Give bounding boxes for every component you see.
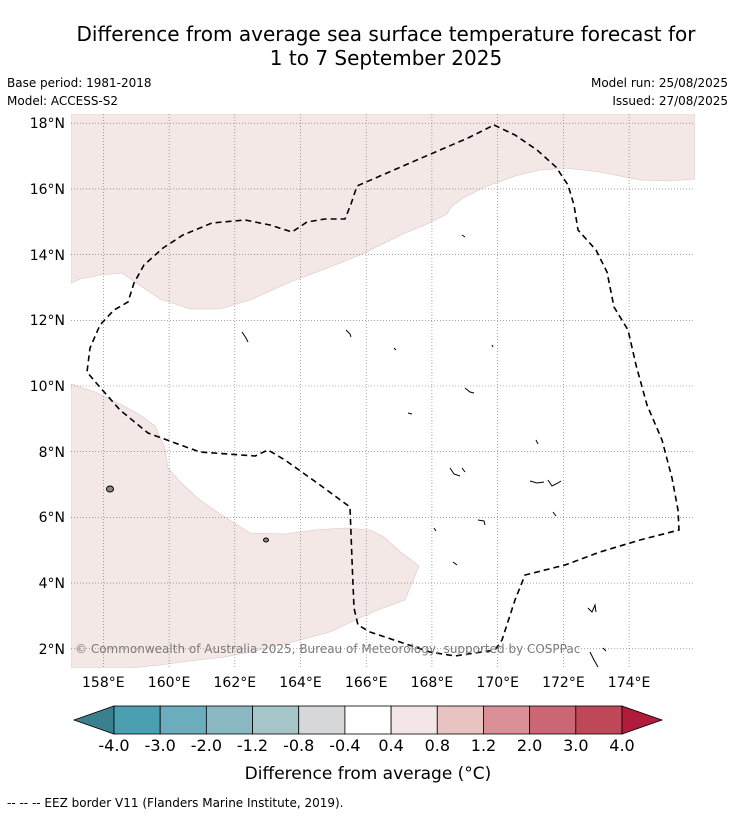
island-1 [106, 485, 114, 493]
colorbar-segment [436, 705, 484, 735]
lon-tick-labels: 158°E 160°E 162°E 164°E 166°E 168°E 170°… [82, 675, 650, 691]
colorbar-segment [113, 705, 161, 735]
atoll-16 [407, 412, 413, 415]
colorbar-tick: -2.0 [191, 736, 222, 755]
colorbar-tick: -3.0 [145, 736, 176, 755]
atoll-8 [452, 561, 458, 566]
base-period-label: Base period: 1981-2018 [7, 76, 152, 90]
colorbar-tick: -0.4 [329, 736, 360, 755]
title-line-1: Difference from average sea surface temp… [76, 22, 696, 46]
colorbar-tick-labels: -4.0 -3.0 -2.0 -1.2 -0.8 -0.4 0.4 0.8 1.… [98, 736, 634, 755]
atoll-9 [433, 527, 437, 532]
meta-left: Base period: 1981-2018 Model: ACCESS-S2 [7, 74, 152, 110]
lat-tick: 10°N [30, 379, 65, 395]
lon-tick: 162°E [214, 675, 257, 691]
colorbar-title: Difference from average (°C) [244, 764, 492, 784]
colorbar: -4.0 -3.0 -2.0 -1.2 -0.8 -0.4 0.4 0.8 1.… [72, 705, 664, 755]
lat-tick: 18°N [30, 116, 65, 132]
meta-right: Model run: 25/08/2025 Issued: 27/08/2025 [591, 74, 728, 110]
map-panel: © Commonwealth of Australia 2025, Bureau… [71, 114, 695, 668]
island-2 [263, 537, 269, 543]
eez-legend-note: -- -- -- EEZ border V11 (Flanders Marine… [7, 796, 344, 810]
colorbar-segment [575, 705, 623, 735]
chart-title: Difference from average sea surface temp… [30, 22, 736, 70]
atoll-5 [602, 647, 607, 652]
lon-tick: 168°E [411, 675, 454, 691]
colorbar-tick: 0.4 [378, 736, 403, 755]
anomaly-region-north [71, 114, 695, 310]
lon-tick: 174°E [608, 675, 651, 691]
lon-tick: 158°E [82, 675, 125, 691]
colorbar-tick: 4.0 [609, 736, 634, 755]
model-label: Model: ACCESS-S2 [7, 94, 119, 108]
colorbar-tick: 3.0 [563, 736, 588, 755]
model-run-label: Model run: 25/08/2025 [590, 76, 728, 90]
colorbar-segments [113, 705, 623, 735]
lat-tick: 12°N [30, 313, 65, 329]
colorbar-tick: -0.8 [283, 736, 314, 755]
lon-tick: 164°E [279, 675, 322, 691]
copyright-text: © Commonwealth of Australia 2025, Bureau… [75, 642, 580, 656]
colorbar-segment [390, 705, 438, 735]
colorbar-over-arrow [621, 705, 664, 735]
lat-tick: 2°N [39, 642, 65, 658]
atoll-13 [393, 347, 397, 351]
colorbar-segment [344, 705, 392, 735]
colorbar-tick: -1.2 [237, 736, 268, 755]
atoll-6 [552, 511, 557, 517]
anomaly-region-south [71, 383, 420, 668]
lon-tick: 170°E [476, 675, 519, 691]
lon-tick: 166°E [345, 675, 388, 691]
colorbar-segment [529, 705, 577, 735]
lon-tick: 172°E [542, 675, 585, 691]
atoll-12 [461, 234, 466, 238]
colorbar-segment [252, 705, 300, 735]
atoll-10 [241, 331, 249, 343]
islands [106, 234, 607, 668]
lat-tick: 6°N [39, 510, 65, 526]
title-line-2: 1 to 7 September 2025 [269, 46, 503, 70]
colorbar-segment [205, 705, 253, 735]
eez-border [86, 124, 680, 657]
atoll-15 [464, 387, 475, 394]
colorbar-segment [159, 705, 207, 735]
atoll-2 [449, 467, 466, 477]
atoll-3 [587, 603, 597, 613]
atoll-4 [589, 651, 599, 668]
colorbar-segment [298, 705, 346, 735]
lat-tick: 4°N [39, 576, 65, 592]
lat-tick: 8°N [39, 445, 65, 461]
lon-tick: 160°E [148, 675, 191, 691]
colorbar-tick: 0.8 [425, 736, 450, 755]
colorbar-tick: -4.0 [98, 736, 129, 755]
colorbar-segment [483, 705, 531, 735]
colorbar-tick: 2.0 [517, 736, 542, 755]
atoll-11 [345, 329, 352, 338]
atoll-17 [535, 439, 539, 445]
lat-tick: 14°N [30, 248, 65, 264]
colorbar-under-arrow [72, 705, 115, 735]
colorbar-tick: 1.2 [471, 736, 496, 755]
lat-tick: 16°N [30, 182, 65, 198]
issued-label: Issued: 27/08/2025 [612, 94, 728, 108]
atoll-14 [491, 344, 494, 348]
atoll-7 [477, 519, 486, 526]
atoll-1 [529, 479, 562, 487]
lat-tick-labels: 18°N 16°N 14°N 12°N 10°N 8°N 6°N 4°N 2°N [30, 116, 65, 658]
